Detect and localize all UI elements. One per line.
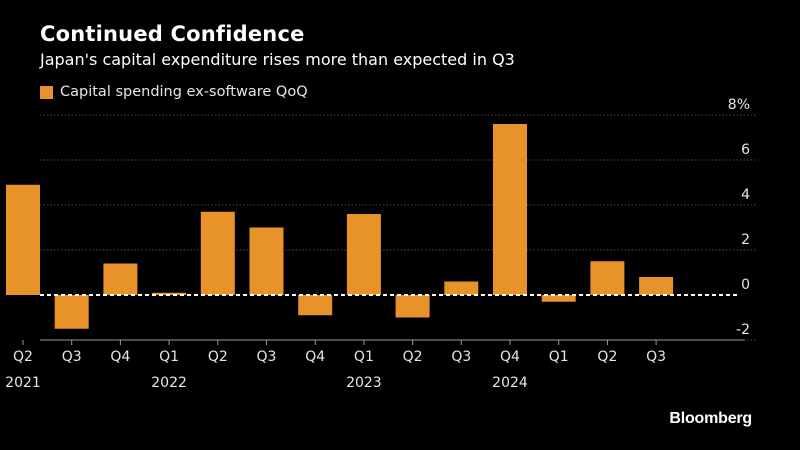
bar xyxy=(152,292,187,295)
bar xyxy=(444,281,479,295)
bar xyxy=(6,184,40,295)
x-year-label: 2021 xyxy=(5,375,41,391)
x-tick-label: Q1 xyxy=(354,349,374,365)
bar xyxy=(493,124,527,295)
x-tick-label: Q4 xyxy=(110,349,130,365)
bar xyxy=(395,295,430,318)
x-tick-label: Q4 xyxy=(305,349,325,365)
chart-legend: Capital spending ex-software QoQ xyxy=(40,84,308,100)
chart-title: Continued Confidence xyxy=(40,22,305,46)
x-tick-label: Q3 xyxy=(451,349,471,365)
bar xyxy=(590,261,625,295)
bar xyxy=(200,211,235,295)
bloomberg-logo: Bloomberg xyxy=(669,410,752,427)
y-tick-label: 4 xyxy=(741,187,750,203)
x-tick-label: Q2 xyxy=(597,349,617,365)
y-tick-label: 8% xyxy=(728,97,750,113)
bar xyxy=(639,277,674,295)
x-tick-label: Q1 xyxy=(549,349,569,365)
x-tick-label: Q2 xyxy=(403,349,423,365)
y-tick-label: 2 xyxy=(741,232,750,248)
bar xyxy=(249,227,284,295)
x-tick-label: Q2 xyxy=(208,349,228,365)
bar xyxy=(103,263,138,295)
x-year-label: 2023 xyxy=(346,375,382,391)
y-tick-label: 0 xyxy=(741,277,750,293)
x-tick-label: Q3 xyxy=(257,349,277,365)
x-tick-label: Q3 xyxy=(646,349,666,365)
bar xyxy=(346,214,381,295)
chart-subtitle: Japan's capital expenditure rises more t… xyxy=(40,50,515,69)
bar xyxy=(541,295,576,302)
y-tick-label: -2 xyxy=(736,322,750,338)
legend-swatch xyxy=(40,85,53,99)
x-year-label: 2024 xyxy=(492,375,528,391)
bar xyxy=(298,295,333,316)
x-tick-label: Q1 xyxy=(159,349,179,365)
x-year-label: 2022 xyxy=(151,375,187,391)
legend-label: Capital spending ex-software QoQ xyxy=(60,84,308,100)
x-tick-label: Q3 xyxy=(62,349,82,365)
bar xyxy=(54,295,89,329)
x-tick-label: Q4 xyxy=(500,349,520,365)
y-tick-label: 6 xyxy=(741,142,750,158)
x-tick-label: Q2 xyxy=(13,349,33,365)
